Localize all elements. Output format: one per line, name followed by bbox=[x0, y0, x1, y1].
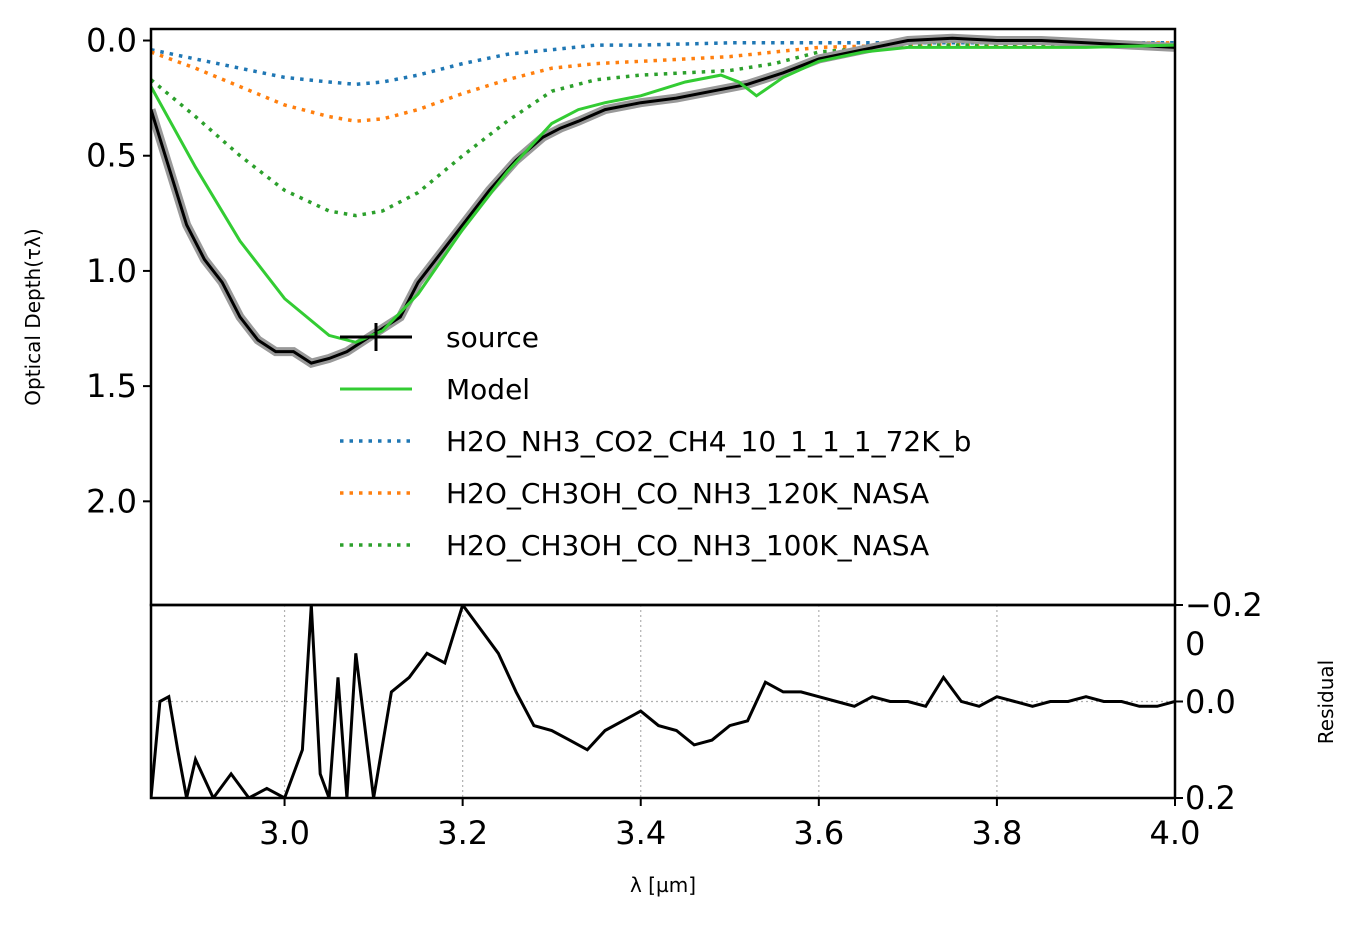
residual-y-tick-label: 0.2 bbox=[1185, 779, 1236, 817]
x-tick-label: 4.0 bbox=[1150, 814, 1201, 852]
main-y-tick-label: 2.0 bbox=[86, 482, 137, 520]
x-tick-label: 3.0 bbox=[259, 814, 310, 852]
residual-plot-area bbox=[151, 605, 1175, 798]
residual-y-tick-label: 0 bbox=[1185, 625, 1205, 663]
series-line-H2O_NH3_CO2_CH4_10_1_1_1_72K_b bbox=[151, 41, 1175, 87]
series-line-residual bbox=[151, 605, 1175, 798]
legend-label: Model bbox=[446, 373, 530, 406]
main-plot-area bbox=[151, 33, 1175, 368]
legend-label: H2O_CH3OH_CO_NH3_120K_NASA bbox=[446, 477, 929, 510]
x-ticks: 3.0 3.2 3.4 3.6 3.8 4.0 bbox=[259, 798, 1200, 852]
residual-y-tick-label: 0.0 bbox=[1185, 683, 1236, 721]
x-axis-label: λ [µm] bbox=[630, 873, 696, 897]
main-y-tick-label: 1.5 bbox=[86, 367, 137, 405]
residual-y-tick-label: −0.2 bbox=[1185, 586, 1263, 624]
legend-label: source bbox=[446, 321, 539, 354]
legend-label: H2O_CH3OH_CO_NH3_100K_NASA bbox=[446, 529, 929, 562]
x-tick-label: 3.6 bbox=[793, 814, 844, 852]
legend: source Model H2O_NH3_CO2_CH4_10_1_1_1_72K_… bbox=[340, 321, 971, 562]
series-line-Model bbox=[151, 43, 1175, 344]
main-y-tick-label: 0.5 bbox=[86, 137, 137, 175]
main-y-axis-label: Optical Depth(τλ) bbox=[21, 228, 45, 405]
residual-grid bbox=[151, 605, 1176, 798]
x-tick-label: 3.8 bbox=[971, 814, 1022, 852]
legend-label: H2O_NH3_CO2_CH4_10_1_1_1_72K_b bbox=[446, 425, 971, 458]
residual-y-axis-label: Residual bbox=[1314, 660, 1338, 744]
main-y-ticks: 0.0 0.5 1.0 1.5 2.0 bbox=[86, 22, 151, 520]
series-line-H2O_CH3OH_CO_NH3_100K_NASA bbox=[151, 43, 1175, 218]
main-y-tick-label: 1.0 bbox=[86, 252, 137, 290]
main-y-tick-label: 0.0 bbox=[86, 22, 137, 60]
x-tick-label: 3.2 bbox=[437, 814, 488, 852]
x-tick-label: 3.4 bbox=[615, 814, 666, 852]
residual-y-ticks: −0.20 0.0 0.2 bbox=[1175, 586, 1263, 817]
series-line-H2O_CH3OH_CO_NH3_120K_NASA bbox=[151, 41, 1175, 123]
